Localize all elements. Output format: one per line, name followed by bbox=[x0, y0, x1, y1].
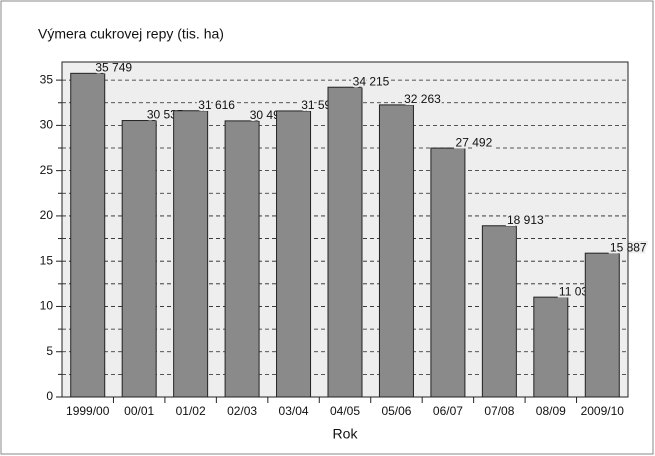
bar bbox=[276, 110, 312, 398]
y-tick-label: 30 bbox=[40, 118, 54, 132]
x-tick-label: 2009/10 bbox=[581, 404, 625, 418]
y-tick-label: 10 bbox=[40, 299, 54, 313]
bar bbox=[121, 120, 157, 398]
y-tick-label: 0 bbox=[46, 389, 53, 403]
y-tick-label: 20 bbox=[40, 208, 54, 222]
x-tick-label: 05/06 bbox=[381, 404, 411, 418]
bar bbox=[173, 110, 209, 398]
value-label: 31 616 bbox=[198, 98, 235, 112]
value-label: 32 263 bbox=[404, 92, 441, 106]
x-tick-label: 01/02 bbox=[176, 404, 206, 418]
bar bbox=[430, 147, 466, 398]
y-tick-label: 15 bbox=[40, 253, 54, 267]
bar bbox=[378, 104, 414, 398]
plot-border bbox=[61, 61, 629, 398]
bar bbox=[327, 86, 363, 398]
y-tick-label: 25 bbox=[40, 163, 54, 177]
x-axis-label: Rok bbox=[333, 426, 359, 442]
x-tick-label: 1999/00 bbox=[66, 404, 110, 418]
x-tick-label: 08/09 bbox=[536, 404, 566, 418]
y-tick-label: 35 bbox=[40, 72, 54, 86]
bar bbox=[70, 72, 106, 398]
x-tick-label: 02/03 bbox=[227, 404, 257, 418]
x-tick-label: 04/05 bbox=[330, 404, 360, 418]
x-tick-label: 03/04 bbox=[279, 404, 309, 418]
y-tick-label: 5 bbox=[46, 344, 53, 358]
x-tick-label: 07/08 bbox=[484, 404, 514, 418]
bar bbox=[481, 225, 517, 398]
bar bbox=[584, 252, 620, 398]
chart-title: Výmera cukrovej repy (tis. ha) bbox=[38, 26, 224, 42]
value-label: 34 215 bbox=[353, 74, 390, 88]
x-tick-label: 06/07 bbox=[433, 404, 463, 418]
value-label: 35 749 bbox=[95, 60, 132, 74]
value-label: 27 492 bbox=[456, 135, 493, 149]
bar bbox=[224, 120, 260, 398]
bar bbox=[533, 296, 569, 398]
x-tick-label: 00/01 bbox=[124, 404, 154, 418]
value-label: 18 913 bbox=[507, 213, 544, 227]
